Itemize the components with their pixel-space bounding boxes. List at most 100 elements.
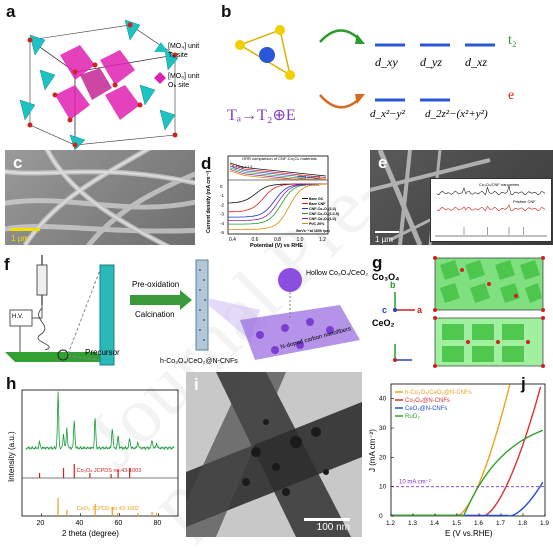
voltage-label: H.V.	[12, 314, 24, 320]
ring-curve	[229, 162, 327, 177]
panel-a-legend: [MO₄] unit Tₐ site [MO₆] unit Oₕ site	[154, 42, 200, 90]
oxygen-atoms	[27, 22, 178, 148]
plot-frame	[227, 155, 329, 235]
x-tick-label: 1.4	[430, 520, 439, 527]
y-axis-label: J (mA cm⁻²)	[368, 429, 377, 472]
x-tick-label: 1.2	[386, 520, 395, 527]
y-axis-label: Current density (mA cm⁻²)	[206, 170, 212, 233]
tem-texture	[186, 372, 362, 537]
panel-c-label: c	[13, 153, 23, 172]
axis-c-label: c	[382, 305, 388, 315]
legend-entry: CeO₂@N-CNFs	[405, 406, 447, 412]
x-tick-label: 1.8	[518, 520, 527, 527]
y-tick-label: -3	[220, 212, 224, 217]
step-preoxidation: Pre-oxidation	[132, 280, 180, 289]
panel-f-label: f	[4, 255, 10, 274]
panel-i-tem-image: i 100 nm	[186, 372, 362, 537]
scale-text: 1 µm	[375, 235, 393, 244]
panel-c-sem-image: c 1 µm	[5, 150, 195, 245]
ring-current-text: Ring current	[298, 174, 321, 179]
y-tick-label: 10	[379, 484, 387, 491]
y-tick-label: -4	[220, 221, 224, 226]
y-tick-label: 20	[379, 454, 387, 461]
legend-entry: CNF-Co₃O₄(1:1.5)	[309, 212, 340, 216]
panel-a: a [MO₄] unit Tₐ site [MO₆] unit Oₕ site	[0, 0, 200, 150]
hollow-label: Hollow Co₃O₄/CeO₂	[306, 270, 369, 277]
y-tick-label: -2	[220, 202, 224, 207]
octa-legend-unit: [MO₆] unit	[168, 73, 200, 80]
x-tick-label: 1.6	[474, 520, 483, 527]
crystal-structures	[393, 256, 545, 368]
panel-i-label: i	[194, 375, 199, 394]
t2-label: t₂	[508, 33, 517, 48]
ring-curve	[229, 170, 326, 180]
xrd-inset: Co₃O₄/CNF nanowires Pristine CNF	[430, 178, 552, 242]
x-tick-label: 1.7	[496, 520, 505, 527]
x-tick-label: 40	[76, 520, 84, 527]
orbital-dxy: d_xy	[375, 55, 398, 69]
ceo2-ref-label: CeO₂ JCPDS no.43-1002	[77, 506, 139, 512]
panel-d-chart: ORR comparison of CNF-Co₃O₄ materials *I_…	[200, 148, 368, 248]
inset-plot	[435, 185, 547, 237]
x-tick-label: 80	[154, 520, 162, 527]
legend-entry: h-Co₃O₄/CeO₂@N-CNFs	[405, 390, 472, 396]
x-tick-label: 0.6	[252, 237, 259, 243]
disk-curve	[228, 183, 328, 221]
panel-h-chart: Co₃O₄ JCPDS no.43-1003 CeO₂ JCPDS no.43-1…	[0, 372, 185, 541]
y-tick-label: 0	[220, 184, 223, 189]
orbital-dxz: d_xz	[465, 55, 487, 69]
scale-bar	[10, 228, 40, 231]
conditions-text: 5mVs⁻¹ at 1600 rpm	[296, 229, 330, 233]
xrd-chart: Co₃O₄ JCPDS no.43-1003 CeO₂ JCPDS no.43-1…	[7, 389, 179, 538]
axis-b-label: b	[390, 280, 396, 290]
spinel-structure-diagram	[19, 19, 179, 150]
panel-h-label: h	[6, 374, 17, 393]
y-tick-label: 0	[379, 513, 383, 520]
x-tick-label: 1.2	[319, 237, 326, 243]
inset-label-bottom: Pristine CNF	[513, 199, 536, 204]
legend-entry: CNF-Co₃O₄(1:2)	[309, 217, 337, 221]
y-tick-label: 30	[379, 425, 387, 432]
panel-d-label: d	[201, 154, 212, 173]
co3o4-ref-label: Co₃O₄ JCPDS no.43-1003	[77, 468, 142, 474]
panel-a-label: a	[6, 2, 16, 21]
ligand-atom	[275, 25, 285, 35]
panel-f: f H.V. Pre-oxidation Calcination Precurs…	[0, 250, 370, 370]
panel-e-sem-image: e Co₃O₄/CNF nanowires Pristine CNF 1 µm	[370, 150, 553, 245]
x-tick-label: 60	[115, 520, 123, 527]
panel-j-label: j	[521, 374, 526, 393]
precursor-fiber	[99, 264, 115, 366]
pristine-trace	[436, 204, 546, 212]
panel-e-label: e	[378, 153, 388, 172]
legend-entry: Pt/C 20%	[309, 222, 325, 226]
panel-g: g Co₃O₄ CeO₂ b c a	[370, 250, 553, 370]
ring-curve	[229, 164, 327, 178]
synthesis-schematic	[5, 255, 360, 366]
legend-entry: CNF-Co₃O₄(1:1)	[309, 207, 337, 211]
tetra-legend-icon	[154, 42, 168, 52]
metal-atom	[259, 47, 275, 63]
orbital-dz2: d_2z²−(x²+y²)	[425, 108, 488, 120]
scale-text: 1 µm	[11, 234, 29, 243]
legend-entry: Co₃O₄@N-CNFs	[405, 398, 450, 404]
oer-chart: 10 mA cm⁻² 1.2 1.3 1.4 1.5 1.6 1.7 1.8 1.9 0 10 20 3…	[368, 383, 549, 538]
legend-entry: RuO₂	[405, 414, 420, 420]
plot-frame	[21, 389, 179, 517]
e-label: e	[508, 88, 515, 103]
product-label: h-Co₃O₄/CeO₂@N-CNFs	[160, 358, 238, 365]
process-arrow-icon	[130, 290, 192, 310]
collector-plate	[5, 352, 110, 362]
co3o4-label: Co₃O₄	[372, 272, 400, 282]
y-tick-label: -5	[220, 230, 224, 235]
ten-ma-label: 10 mA cm⁻²	[399, 480, 431, 486]
tetra-legend-unit: [MO₄] unit	[168, 43, 200, 50]
polarization-curve	[391, 429, 544, 517]
panel-g-label: g	[372, 253, 383, 272]
legend-entry: Bare GC	[309, 197, 324, 201]
panel-j-chart: 10 mA cm⁻² 1.2 1.3 1.4 1.5 1.6 1.7 1.8 1.9 0 10 20 3…	[365, 372, 553, 541]
ligand-atom	[235, 40, 245, 50]
x-tick-label: 1.9	[540, 520, 549, 527]
panel-b: b Tₐ→T₂⊕E t₂ e d_xy d_yz d_xz d_x²−y² d_…	[205, 0, 553, 145]
orr-chart: ORR comparison of CNF-Co₃O₄ materials*I_…	[206, 155, 340, 248]
octa-legend-icon	[154, 72, 166, 84]
